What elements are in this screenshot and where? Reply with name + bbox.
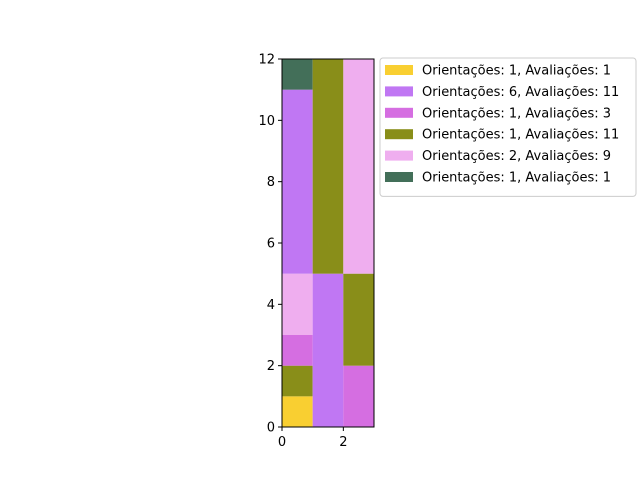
y-tick-label: 4 (267, 298, 275, 313)
cell-9 (343, 273, 374, 366)
chart-cells (282, 59, 374, 427)
cell-7 (312, 59, 344, 274)
cell-1 (282, 365, 313, 397)
legend-box (379, 57, 637, 197)
y-tick-label: 12 (258, 53, 275, 68)
legend-swatch-a (385, 65, 413, 75)
y-tick-label: 2 (267, 359, 275, 374)
cell-3 (282, 273, 313, 335)
cell-0 (282, 396, 313, 427)
legend-label-f: Orientações: 1, Avaliações: 1 (422, 171, 611, 186)
legend-label-a: Orientações: 1, Avaliações: 1 (422, 64, 611, 79)
y-tick-label: 6 (267, 237, 275, 252)
y-axis-ticks: 0 2 4 6 8 10 12 (258, 53, 282, 436)
x-tick-label: 2 (339, 435, 347, 450)
cell-4 (282, 89, 313, 274)
legend-label-d: Orientações: 1, Avaliações: 11 (422, 128, 619, 143)
legend-swatch-f (385, 172, 413, 182)
legend-label-c: Orientações: 1, Avaliações: 3 (422, 106, 611, 121)
legend-swatch-c (385, 107, 413, 118)
cell-2 (282, 335, 313, 366)
cell-6 (312, 273, 344, 427)
cell-8 (343, 365, 374, 427)
y-tick-label: 8 (267, 175, 275, 190)
legend-swatch-b (385, 86, 413, 97)
legend-swatch-e (385, 150, 413, 161)
cell-5 (282, 59, 313, 90)
legend-label-e: Orientações: 2, Avaliações: 9 (422, 149, 611, 164)
x-tick-label: 0 (278, 435, 286, 450)
legend-swatch-d (385, 129, 413, 140)
y-tick-label: 10 (258, 114, 275, 129)
y-tick-label: 0 (267, 421, 275, 436)
legend-label-b: Orientações: 6, Avaliações: 11 (422, 85, 619, 100)
cell-10 (343, 59, 374, 274)
legend: Orientações: 1, Avaliações: 1 Orientações… (379, 57, 637, 197)
